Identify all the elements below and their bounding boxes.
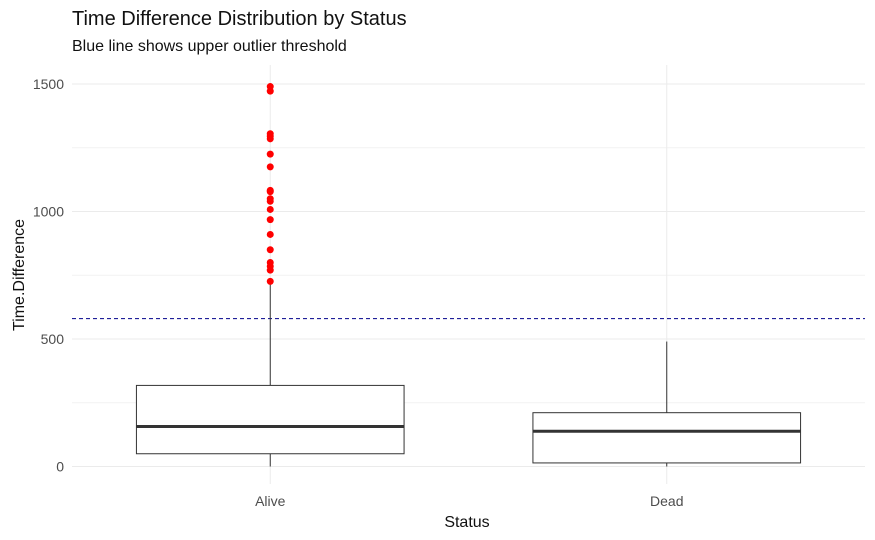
outlier-point: [266, 205, 274, 213]
chart-subtitle: Blue line shows upper outlier threshold: [72, 38, 347, 55]
outlier-point: [266, 135, 274, 143]
chart-title: Time Difference Distribution by Status: [72, 8, 407, 30]
x-axis-title: Status: [444, 514, 489, 531]
outlier-point: [266, 216, 274, 224]
outlier-point: [266, 163, 274, 171]
x-tick-label: Alive: [255, 493, 286, 509]
y-axis: 0 500 1000 1500: [33, 76, 64, 475]
y-axis-title: Time.Difference: [11, 219, 28, 331]
iqr-box: [135, 384, 405, 455]
y-tick-label: 1500: [33, 76, 64, 92]
outlier-point: [266, 87, 274, 95]
outlier-point: [266, 266, 274, 274]
outlier-point: [266, 246, 274, 254]
iqr-box: [532, 412, 802, 464]
outlier-point: [266, 230, 274, 238]
x-tick-label: Dead: [650, 493, 683, 509]
y-tick-label: 0: [56, 459, 64, 475]
box-alive: [135, 83, 405, 467]
y-tick-label: 500: [41, 331, 65, 347]
boxes-group: [135, 83, 802, 467]
outlier-point: [266, 150, 274, 158]
y-tick-label: 1000: [33, 204, 64, 220]
outlier-point: [266, 188, 274, 196]
x-axis: Alive Dead: [255, 493, 683, 509]
outlier-point: [266, 197, 274, 205]
outlier-point: [266, 277, 274, 285]
box-dead: [532, 341, 802, 467]
